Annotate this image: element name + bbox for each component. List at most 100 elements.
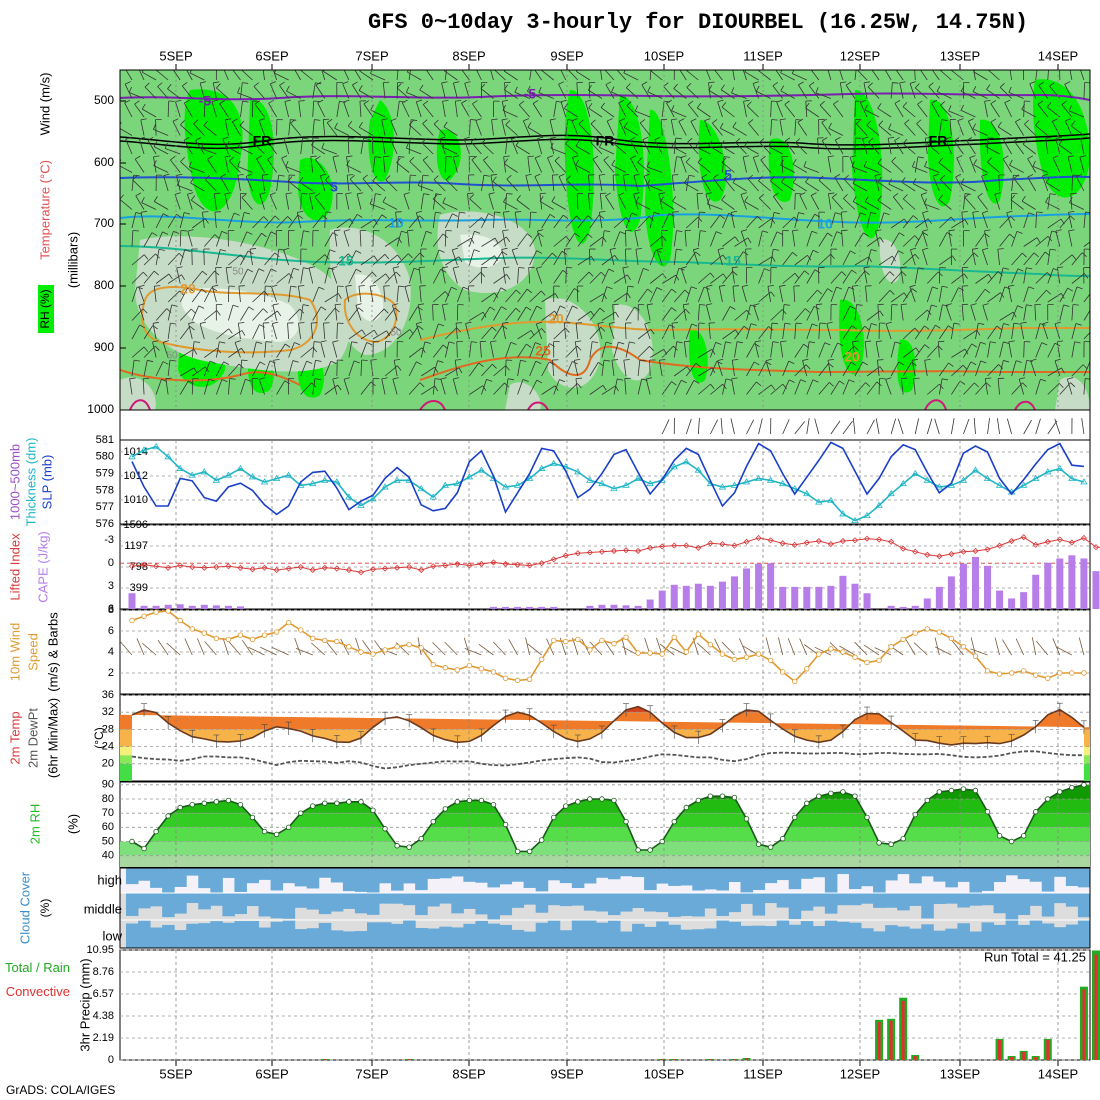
wind-speed-line-point [514, 677, 521, 684]
wind-barb-feather [909, 284, 916, 288]
thickness-line-point [670, 463, 678, 470]
wind-barb-feather [1008, 340, 1015, 343]
wind-barb-feather [314, 119, 321, 121]
wind-barb [649, 70, 663, 81]
wind-barb [223, 70, 229, 81]
wind-barb-feather [971, 343, 978, 348]
wind-barb-feather [417, 179, 421, 186]
wind-barb [799, 194, 808, 210]
wind-barb-feather [691, 323, 698, 327]
lifted-point [755, 534, 762, 542]
lifted-point [466, 562, 473, 569]
wind-barb [565, 288, 575, 303]
wind-barb-feather [214, 234, 220, 239]
wind-barb [902, 288, 913, 303]
wind-barb [273, 360, 277, 377]
wind-barb-feather [549, 136, 556, 139]
wind-barb [951, 348, 966, 358]
wind-barb [288, 308, 301, 321]
wind-barb [162, 342, 169, 358]
wind-barb [138, 138, 145, 155]
wind-barb [372, 156, 376, 173]
wind-barb [938, 286, 943, 303]
wind-barb [575, 323, 579, 340]
wind-barb-feather [984, 288, 991, 294]
lifted-point [406, 563, 413, 571]
wind-barb [288, 286, 292, 303]
wind-barb [663, 86, 675, 99]
wind-barb-feather [1002, 267, 1009, 270]
wind-barb [363, 103, 374, 118]
wind-barb-feather [390, 136, 397, 140]
wind-barb [269, 83, 277, 99]
wind-barb-feather [974, 382, 979, 388]
wind-barb-feather [309, 192, 316, 195]
wind-barb [603, 159, 615, 173]
wind-barb-feather [232, 304, 239, 308]
wind10-barb [994, 637, 1000, 656]
cloud-mid-bar [451, 893, 464, 914]
wind-barb [1083, 309, 1090, 321]
wind-barb-feather [515, 140, 520, 146]
wind-speed-line-point [912, 630, 918, 636]
wind-barb-feather [241, 359, 248, 362]
wind-barb [990, 103, 1000, 118]
wind-barb-feather [685, 157, 691, 163]
wind-barb-feather [705, 192, 712, 195]
wind-barb [452, 156, 458, 173]
rh-line-point [611, 797, 617, 804]
rh-line-point [273, 831, 280, 838]
wind-barb [830, 231, 838, 247]
wind-barb-feather [643, 267, 649, 271]
thickness-line-point [393, 476, 401, 483]
wind-barb [890, 218, 905, 229]
wind-barb [839, 82, 844, 99]
wind-barb [1055, 230, 1061, 247]
wind-barb-feather [278, 174, 285, 177]
wind-barb-feather [899, 81, 906, 84]
wind-speed-line-point [743, 654, 750, 660]
wind-barb [211, 286, 217, 303]
wind-barb-feather [181, 274, 186, 281]
cloud-low-bar [330, 930, 344, 948]
cape-bar [489, 606, 497, 609]
wind-barb [120, 198, 133, 210]
wind-speed-line-point [888, 644, 894, 650]
wind-barb-feather [129, 377, 136, 380]
wind-barb-feather [459, 211, 466, 214]
wind-barb [1083, 241, 1090, 247]
wind-barb [1010, 199, 1024, 210]
ylabel-cape: CAPE (J/kg) [35, 531, 50, 603]
cloud-mid-bar [933, 893, 946, 904]
wind-barb-feather [515, 307, 521, 313]
wind10-barb [863, 644, 880, 656]
wind-barb-feather [985, 140, 989, 147]
wind-barb-feather [1092, 307, 1097, 310]
wind-barb [600, 107, 615, 118]
lifted-point [779, 540, 786, 547]
contour-label: 50 [390, 328, 402, 339]
wind-barb-feather [894, 100, 901, 104]
wind-barb [685, 251, 696, 266]
wind-barb [672, 212, 675, 229]
cloud-high-bar [523, 868, 537, 888]
wind-barb [565, 119, 569, 136]
cloud-low-bar [306, 928, 320, 948]
wind-barb [215, 249, 221, 266]
wind-barb [701, 177, 711, 192]
wind-barb [511, 139, 518, 155]
wind-barb [695, 146, 711, 155]
wind-barb-feather [724, 156, 731, 158]
wind-barb [987, 70, 1000, 81]
wind-barb-feather [956, 155, 963, 159]
wind-barb-feather [343, 377, 350, 380]
wind-barb-feather [734, 236, 739, 242]
lifted-tick-label: 6 [108, 603, 114, 615]
wind-barb [842, 286, 850, 303]
rh-line-point [1045, 796, 1051, 802]
thickness-line-point [803, 489, 811, 497]
wind-barb-feather [193, 349, 198, 355]
wind-speed-line-point [1069, 670, 1075, 676]
wind-barb-feather [625, 217, 631, 223]
rh-tick-label: 50 [102, 835, 114, 847]
